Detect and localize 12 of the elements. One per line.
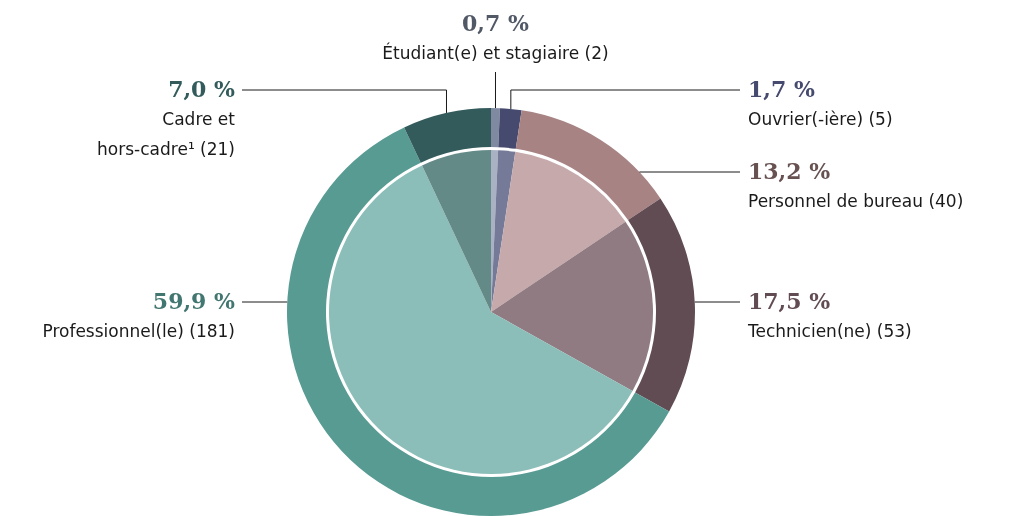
data-label: 17,5 %: [748, 288, 831, 314]
data-label: 0,7 %: [462, 10, 529, 36]
slice-label: Professionnel(le) (181): [42, 321, 235, 341]
slice-label: Technicien(ne) (53): [747, 321, 912, 341]
slice-label: Personnel de bureau (40): [748, 191, 964, 211]
data-label: 7,0 %: [168, 76, 236, 102]
slice-label: Étudiant(e) et stagiaire (2): [382, 42, 609, 63]
slice-label: Cadre et hors-cadre¹ (21): [97, 109, 236, 159]
slice-label: Ouvrier(-ière) (5): [748, 109, 893, 129]
data-label: 59,9 %: [152, 288, 236, 314]
data-label: 1,7 %: [748, 76, 815, 102]
data-label: 13,2 %: [748, 158, 831, 184]
